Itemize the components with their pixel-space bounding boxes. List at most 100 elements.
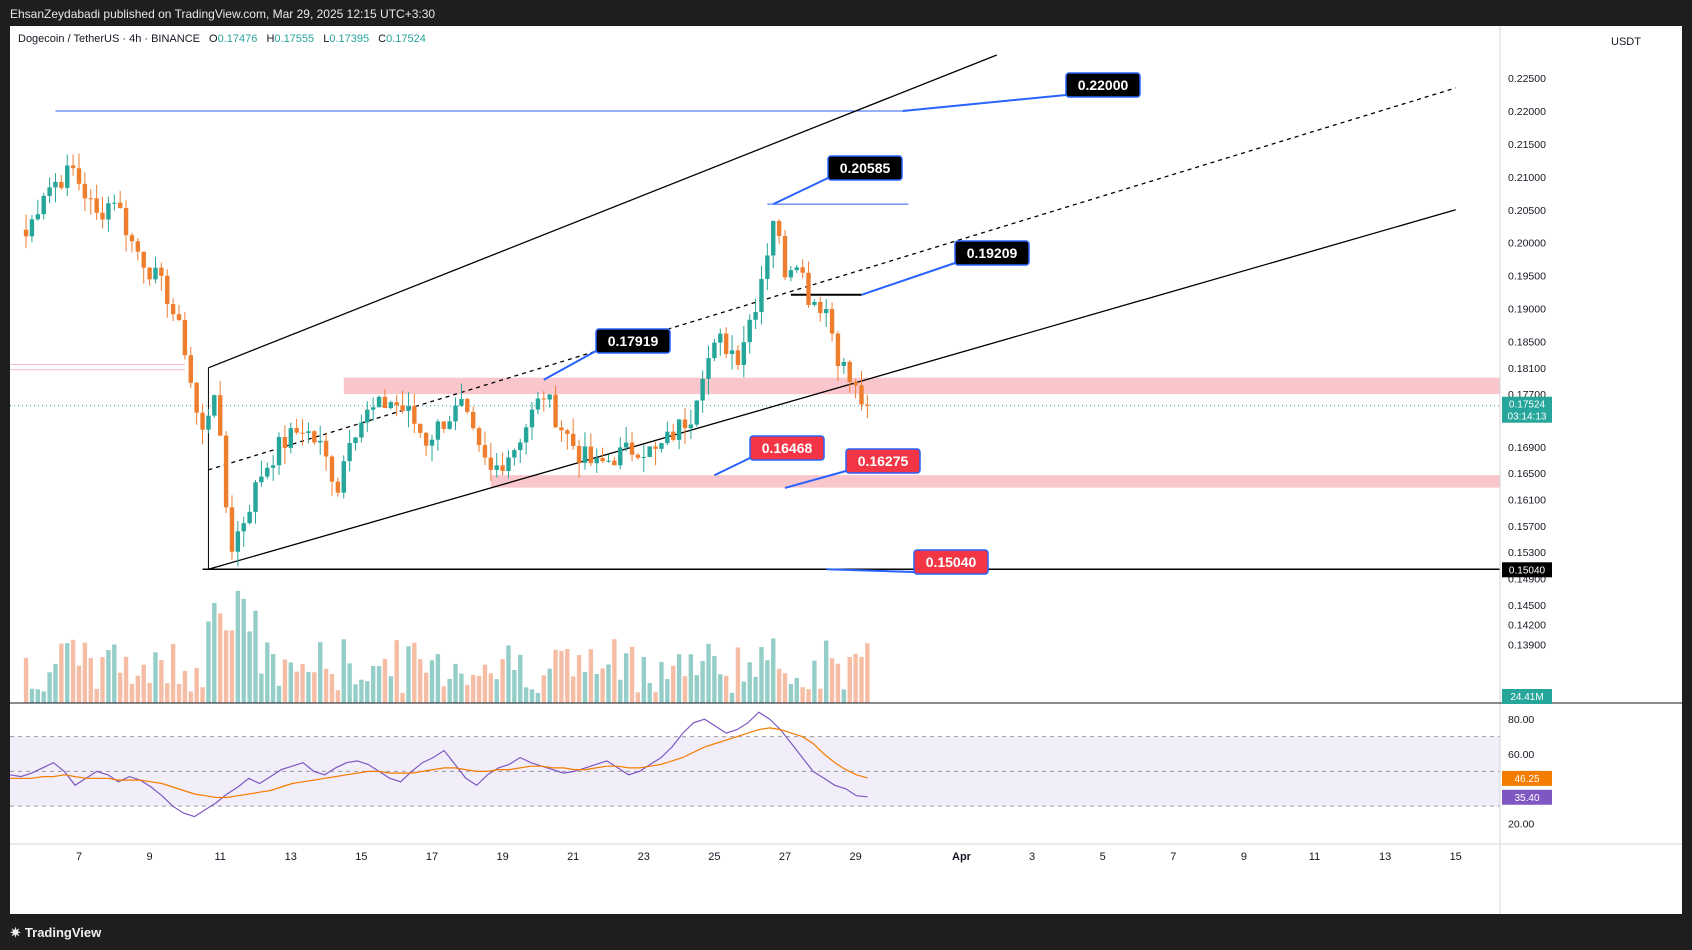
candle <box>94 184 99 220</box>
candle-body <box>447 421 452 429</box>
candle <box>741 325 747 378</box>
footer-brand: TradingView <box>24 925 102 940</box>
volume-bar <box>100 657 105 703</box>
volume-bar <box>641 657 646 703</box>
candle <box>188 346 193 389</box>
candle-body <box>270 465 276 468</box>
time-tick-label: 9 <box>1241 851 1247 863</box>
volume-bar <box>323 668 329 703</box>
tradingview-logo[interactable]: ✷ TradingView <box>10 925 101 941</box>
volume-bar <box>565 649 570 703</box>
callout-pointer <box>826 568 915 573</box>
candle <box>253 480 258 524</box>
volume-bar <box>176 684 182 703</box>
callout-pointer <box>543 350 597 381</box>
volume-bar <box>376 666 382 703</box>
volume-bar <box>241 598 246 703</box>
candle <box>153 256 158 284</box>
candle-body <box>376 396 382 408</box>
candle-body <box>123 207 129 236</box>
volume-bar <box>29 688 35 703</box>
candle <box>518 438 523 463</box>
candle-body <box>847 361 852 383</box>
volume-bar <box>353 684 358 703</box>
volume-bar <box>829 658 835 703</box>
candle-body <box>247 511 252 524</box>
candle <box>29 214 35 243</box>
volume-bar <box>729 692 735 703</box>
candle-body <box>612 460 617 466</box>
callout-box <box>595 328 671 354</box>
callout-label: 0.16468 <box>762 440 813 456</box>
candle-body <box>194 382 199 413</box>
candle <box>270 455 276 481</box>
candle-body <box>529 409 535 428</box>
candle <box>523 424 529 455</box>
candle-body <box>353 437 358 444</box>
price-tick-label: 0.15700 <box>1508 521 1546 533</box>
candle-body <box>459 399 464 406</box>
candle-body <box>576 445 582 463</box>
candle <box>106 196 111 232</box>
candle <box>759 265 764 325</box>
volume-bar <box>465 684 470 703</box>
candle <box>441 421 446 433</box>
candle <box>470 406 476 431</box>
candle <box>747 314 752 354</box>
candle-body <box>718 333 723 343</box>
candle <box>794 264 799 273</box>
volume-bar <box>276 685 282 703</box>
candle <box>688 410 694 440</box>
candle <box>70 154 76 176</box>
candle <box>488 442 494 481</box>
candle-body <box>729 350 735 355</box>
candle <box>235 520 241 567</box>
time-tick-label: 25 <box>708 851 720 863</box>
volume-bar <box>247 631 252 703</box>
volume-bar <box>159 660 164 703</box>
volume-bar <box>759 647 764 703</box>
candle <box>647 446 652 458</box>
level-axis-badge-bg <box>1502 562 1552 578</box>
callout-box <box>954 240 1030 266</box>
volume-bar <box>788 683 794 703</box>
volume-bar <box>647 682 652 703</box>
candle <box>641 444 646 473</box>
candle-body <box>571 433 576 446</box>
volume-bar <box>382 658 388 703</box>
volume-bar <box>153 652 158 703</box>
volume-bar <box>453 663 458 703</box>
volume-bar <box>88 658 93 703</box>
candle-body <box>329 456 335 482</box>
candle-body <box>412 406 417 424</box>
symbol-legend: Dogecoin / TetherUS · 4h · BINANCE O0.17… <box>18 33 426 45</box>
candle <box>318 425 323 455</box>
candle <box>265 462 270 480</box>
low-label: L <box>323 33 329 45</box>
candle <box>370 397 376 421</box>
candle-body <box>565 430 570 434</box>
candle <box>671 423 676 442</box>
candle <box>853 378 858 399</box>
candle-body <box>394 402 399 406</box>
volume-bar <box>441 686 446 703</box>
candle-body <box>141 251 146 268</box>
candle-body <box>388 402 394 409</box>
volume-bar <box>553 649 558 703</box>
candle <box>112 194 117 211</box>
candle <box>182 311 188 360</box>
chart-svg[interactable]: 0.22500 0.22000 0.21500 0.21000 0.20500 0.200… <box>9 26 1682 914</box>
volume-bar <box>70 639 76 703</box>
time-tick-label: 21 <box>567 851 579 863</box>
candle <box>394 395 399 417</box>
candle <box>623 427 629 452</box>
candle-body <box>276 436 282 466</box>
candle <box>676 418 682 450</box>
volume-bar <box>818 688 823 703</box>
candle <box>170 298 176 322</box>
volume-bar <box>753 676 758 703</box>
time-tick-label: 11 <box>1309 851 1320 863</box>
candle-body <box>594 457 599 464</box>
open-label: O <box>209 33 218 45</box>
volume-bar <box>612 639 617 703</box>
